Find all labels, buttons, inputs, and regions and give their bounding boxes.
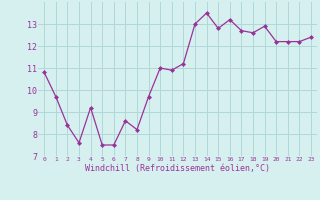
X-axis label: Windchill (Refroidissement éolien,°C): Windchill (Refroidissement éolien,°C)	[85, 164, 270, 173]
